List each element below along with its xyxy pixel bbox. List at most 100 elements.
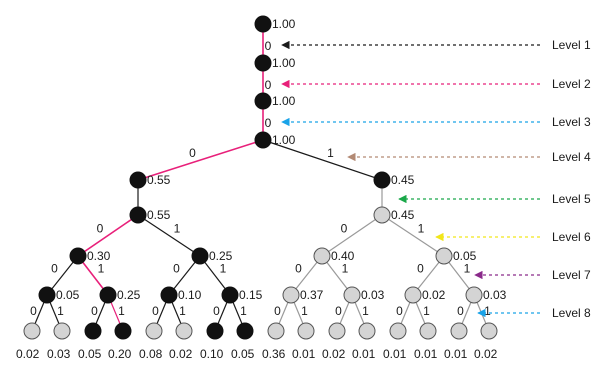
branch-bit-zero: 0: [30, 304, 37, 318]
leaf-prob-label-3: 0.20: [108, 347, 132, 361]
edge-n6b-n7d: [381, 214, 445, 257]
leaf-prob-label-4: 0.08: [139, 347, 163, 361]
branch-bit-zero: 0: [265, 39, 272, 53]
leaf-prob-label-15: 0.02: [474, 347, 498, 361]
leaf-node-5: [175, 322, 193, 340]
level-label-7: Level 7: [552, 268, 591, 282]
branch-bit-one: 1: [301, 304, 308, 318]
branch-bit-one: 1: [174, 222, 181, 236]
leaf-node-11: [358, 322, 376, 340]
branch-bit-zero: 0: [91, 304, 98, 318]
level-label-3: Level 3: [552, 115, 591, 129]
leaf-node-4: [145, 322, 163, 340]
level-label-4: Level 4: [552, 150, 591, 164]
level-indicators: Level 1 Level 2 Level 3 Level 4 Level 5 Level…: [281, 38, 591, 320]
leaf-prob-label-0: 0.02: [16, 347, 40, 361]
prob-label-n8h: 0.03: [483, 288, 507, 302]
leaf-prob-label-7: 0.05: [231, 347, 255, 361]
branch-bit-labels: 0 1 0 1 0 1 0 1 0 1 0 1 0 1 0 1 0 1 0 1 0 1 0 1 0 1 0 1 0 1 0 0 0: [30, 39, 491, 318]
node-n5b: [373, 171, 391, 189]
leaf-prob-label-14: 0.01: [444, 347, 468, 361]
edge-n6a-n7a: [77, 214, 139, 257]
prob-label-n7a: 0.30: [87, 249, 111, 263]
node-n7d: [435, 247, 453, 265]
branch-bit-one: 1: [118, 304, 125, 318]
branch-bit-one: 1: [484, 304, 491, 318]
leaf-prob-label-2: 0.05: [78, 347, 102, 361]
branch-bit-zero: 0: [274, 304, 281, 318]
branch-bit-zero: 0: [341, 222, 348, 236]
prob-label-n5a: 0.55: [147, 173, 171, 187]
leaf-prob-label-10: 0.02: [322, 347, 346, 361]
prob-label-n8g: 0.02: [422, 288, 446, 302]
branch-bit-one: 1: [362, 304, 369, 318]
leaf-node-1: [53, 322, 71, 340]
branch-bit-zero: 0: [335, 304, 342, 318]
prob-label-n7c: 0.40: [331, 249, 355, 263]
node-n6b: [373, 206, 391, 224]
node-n8a: [38, 286, 56, 304]
node-n1: [254, 15, 272, 33]
prob-label-n8b: 0.25: [117, 288, 141, 302]
prob-label-n1: 1.00: [272, 17, 296, 31]
leaf-prob-label-8: 0.36: [262, 347, 286, 361]
node-n8h: [465, 286, 483, 304]
leaf-prob-label-12: 0.01: [383, 347, 407, 361]
level-label-6: Level 6: [552, 230, 591, 244]
node-n8d: [221, 286, 239, 304]
branch-bit-one: 1: [423, 304, 430, 318]
branch-bit-one: 1: [464, 262, 471, 276]
prob-label-n8a: 0.05: [56, 288, 80, 302]
node-n7a: [69, 247, 87, 265]
branch-bit-zero: 0: [265, 78, 272, 92]
branch-bit-one: 1: [327, 146, 334, 160]
branch-bit-one: 1: [220, 262, 227, 276]
branch-bit-one: 1: [418, 222, 425, 236]
prob-label-n8f: 0.03: [361, 288, 385, 302]
node-n8e: [282, 286, 300, 304]
branch-bit-one: 1: [98, 262, 105, 276]
leaf-node-10: [328, 322, 346, 340]
node-n4: [254, 131, 272, 149]
node-n6a: [129, 206, 147, 224]
prob-label-n6a: 0.55: [147, 208, 171, 222]
prob-label-n4: 1.00: [272, 133, 296, 147]
branch-bit-zero: 0: [213, 304, 220, 318]
node-n7b: [191, 247, 209, 265]
branch-bit-zero: 0: [173, 262, 180, 276]
leaf-prob-label-6: 0.10: [200, 347, 224, 361]
leaf-node-2: [84, 322, 102, 340]
branch-bit-one: 1: [342, 262, 349, 276]
tree-nodes: [23, 15, 498, 340]
prob-label-n7d: 0.05: [453, 249, 477, 263]
level-label-5: Level 5: [552, 192, 591, 206]
prob-label-n6b: 0.45: [391, 208, 415, 222]
level-label-1: Level 1: [552, 38, 591, 52]
leaf-prob-label-5: 0.02: [169, 347, 193, 361]
leaf-prob-label-9: 0.01: [292, 347, 316, 361]
node-n8b: [99, 286, 117, 304]
branch-bit-zero: 0: [189, 146, 196, 160]
node-n8g: [404, 286, 422, 304]
branch-bit-zero: 0: [396, 304, 403, 318]
probability-labels: 1.00 1.00 1.00 1.00 0.55 0.45 0.55 0.45 0.30 0.25…: [16, 17, 507, 361]
leaf-node-13: [419, 322, 437, 340]
branch-bit-one: 1: [179, 304, 186, 318]
prob-label-n2: 1.00: [272, 56, 296, 70]
leaf-node-15: [480, 322, 498, 340]
branch-bit-zero: 0: [457, 304, 464, 318]
leaf-node-0: [23, 322, 41, 340]
node-n3: [254, 92, 272, 110]
branch-bit-one: 1: [57, 304, 64, 318]
prob-label-n7b: 0.25: [209, 249, 233, 263]
node-n8c: [160, 286, 178, 304]
node-n2: [254, 54, 272, 72]
edge-n6b-n7c: [321, 214, 383, 257]
prob-label-n5b: 0.45: [391, 173, 415, 187]
prob-label-n8d: 0.15: [239, 288, 263, 302]
branch-bit-zero: 0: [265, 116, 272, 130]
leaf-prob-label-13: 0.01: [414, 347, 438, 361]
edge-n4-n5b: [262, 139, 383, 181]
